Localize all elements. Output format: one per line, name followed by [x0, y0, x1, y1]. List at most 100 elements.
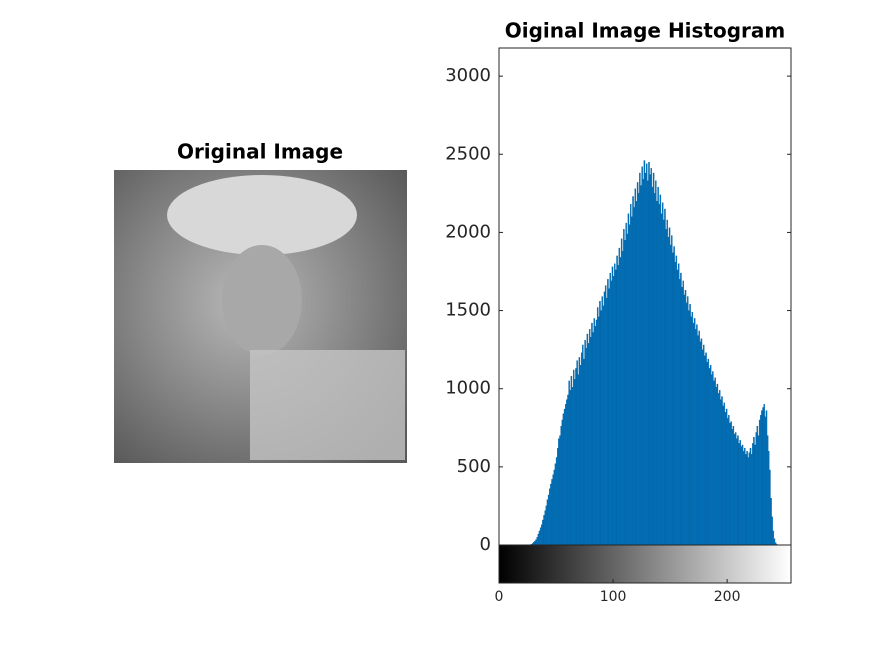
bar: [560, 426, 562, 546]
bar: [768, 451, 770, 546]
bar: [717, 393, 720, 546]
y-tick-label: 1500: [445, 300, 491, 321]
bar: [692, 322, 695, 546]
bar: [634, 188, 637, 546]
bar: [770, 497, 772, 546]
bar: [610, 280, 613, 546]
bar: [559, 435, 561, 546]
bar: [624, 240, 626, 546]
bar: [563, 408, 566, 546]
bar: [653, 193, 656, 546]
bar: [630, 204, 632, 546]
bar: [557, 447, 559, 546]
bar: [699, 341, 702, 546]
bar: [543, 515, 545, 546]
bar: [636, 182, 639, 546]
bar: [607, 279, 609, 546]
bar: [711, 374, 713, 546]
bar: [765, 410, 768, 546]
hat-shape: [167, 175, 357, 255]
bar: [574, 379, 576, 546]
bar: [584, 340, 586, 546]
bar: [676, 269, 679, 546]
bar: [696, 324, 698, 546]
bar: [766, 435, 769, 546]
bar: [709, 365, 712, 546]
bar: [773, 538, 776, 546]
bar: [749, 447, 752, 546]
bar: [746, 451, 748, 546]
bar: [721, 396, 723, 546]
bar: [645, 163, 648, 546]
y-tick-label: 3000: [445, 65, 491, 86]
bar: [539, 527, 542, 546]
bar: [638, 193, 640, 546]
bar: [643, 160, 646, 546]
bar: [718, 390, 721, 546]
bar: [680, 272, 682, 546]
bar: [659, 194, 662, 546]
bar: [544, 510, 546, 546]
bar: [745, 454, 747, 546]
bar: [550, 483, 552, 546]
bar: [661, 202, 664, 546]
bar: [677, 263, 680, 546]
bar: [737, 435, 739, 546]
bar: [577, 374, 579, 546]
bar: [725, 408, 728, 546]
bar: [627, 213, 630, 546]
histogram-panel: Oiginal Image Histogram: [499, 19, 791, 583]
bar: [603, 291, 606, 546]
bar: [534, 540, 536, 546]
bar: [660, 213, 663, 546]
bar: [769, 469, 771, 546]
bar: [595, 319, 598, 546]
bar: [558, 438, 560, 546]
bar: [761, 410, 763, 546]
bar: [623, 229, 625, 546]
gray-bar: [499, 545, 791, 583]
bar: [561, 419, 564, 546]
bar: [579, 365, 582, 546]
bar: [542, 519, 544, 546]
bar: [731, 429, 733, 546]
bar: [565, 404, 567, 546]
bar: [704, 355, 706, 546]
bar: [571, 386, 574, 546]
bar: [569, 390, 572, 546]
bar: [689, 304, 691, 546]
bar: [712, 371, 714, 546]
bar: [541, 524, 543, 546]
y-tick-label: 0: [480, 534, 491, 555]
bar: [736, 438, 738, 546]
bar: [716, 383, 719, 546]
image-title: Original Image: [177, 140, 343, 164]
bar: [724, 412, 727, 546]
bar: [647, 180, 649, 546]
bar: [593, 318, 595, 546]
bar: [639, 172, 641, 546]
bar: [567, 394, 569, 546]
bar: [666, 219, 668, 546]
bar: [587, 343, 590, 546]
bar: [619, 257, 622, 546]
bar: [740, 446, 743, 546]
bar: [764, 416, 767, 546]
bar: [698, 330, 700, 546]
bar: [673, 246, 675, 546]
bar: [604, 285, 607, 546]
bar: [656, 201, 658, 546]
bar: [690, 316, 692, 546]
bar: [625, 222, 627, 546]
bar: [648, 161, 650, 546]
bar: [590, 336, 592, 546]
bar: [537, 533, 540, 546]
bar: [594, 326, 597, 546]
bar: [609, 272, 611, 546]
bar: [650, 168, 652, 546]
bar: [723, 402, 725, 546]
image-panel: Original Image: [114, 140, 407, 463]
bar: [757, 435, 760, 546]
bar: [612, 276, 615, 546]
bar: [722, 405, 724, 546]
